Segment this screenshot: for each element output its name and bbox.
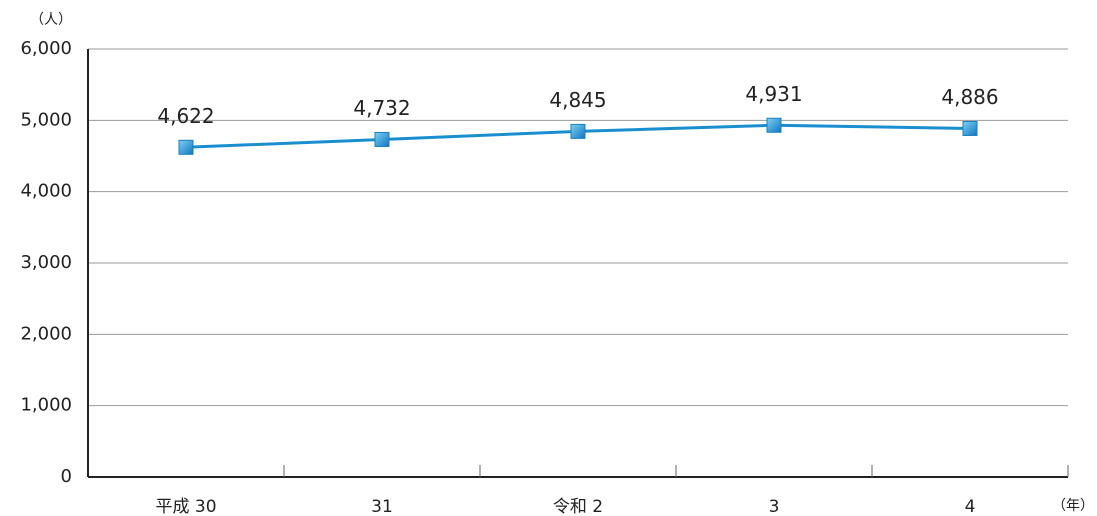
y-tick-label: 0	[61, 466, 72, 487]
marker	[178, 139, 194, 155]
y-tick-label: 2,000	[20, 323, 72, 344]
y-tick-label: 1,000	[20, 395, 72, 416]
x-tick-label: 平成 30	[155, 497, 216, 516]
marker	[766, 117, 782, 133]
x-tick-label: 令和 2	[553, 497, 603, 516]
marker	[962, 120, 978, 136]
y-tick-label: 5,000	[20, 109, 72, 130]
x-tick-label: 31	[371, 497, 393, 516]
x-tick-label: 3	[769, 497, 780, 516]
y-tick-label: 4,000	[20, 181, 72, 202]
value-label: 4,732	[353, 96, 410, 120]
x-tick-label: 4	[965, 497, 976, 516]
y-tick-label: 3,000	[20, 252, 72, 273]
value-label: 4,931	[745, 82, 802, 106]
x-unit: （年）	[1052, 498, 1094, 514]
marker	[374, 131, 390, 147]
value-label: 4,845	[549, 88, 606, 112]
y-unit: （人）	[30, 12, 72, 28]
value-label: 4,886	[941, 85, 998, 109]
y-tick-label: 6,000	[20, 38, 72, 59]
value-label: 4,622	[157, 104, 214, 128]
marker	[570, 123, 586, 139]
